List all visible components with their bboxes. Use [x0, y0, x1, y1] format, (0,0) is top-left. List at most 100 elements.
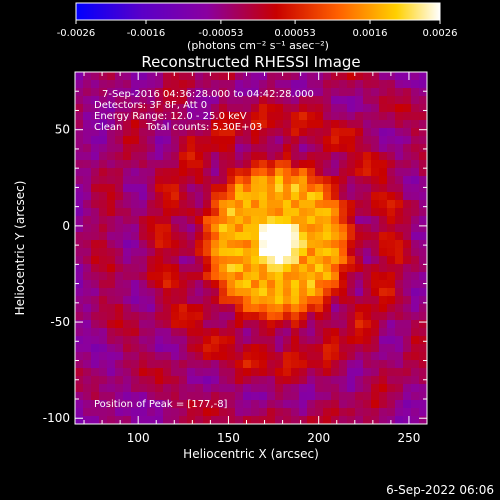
- heatmap-cell: [195, 184, 204, 193]
- heatmap-cell: [331, 216, 340, 225]
- heatmap-cell: [395, 128, 404, 137]
- heatmap-cell: [411, 256, 420, 265]
- heatmap-cell: [147, 280, 156, 289]
- heatmap-cell: [219, 392, 228, 401]
- heatmap-cell: [195, 144, 204, 153]
- heatmap-cell: [107, 72, 116, 81]
- heatmap-cell: [347, 120, 356, 129]
- heatmap-cell: [395, 192, 404, 201]
- heatmap-cell: [283, 408, 292, 417]
- heatmap-cell: [251, 136, 260, 145]
- heatmap-cell: [267, 376, 276, 385]
- heatmap-cell: [211, 88, 220, 97]
- heatmap-cell: [99, 176, 108, 185]
- heatmap-cell: [251, 352, 260, 361]
- heatmap-cell: [83, 312, 92, 321]
- heatmap-cell: [147, 312, 156, 321]
- heatmap-cell: [315, 408, 324, 417]
- heatmap-cell: [371, 216, 380, 225]
- heatmap-cell: [179, 336, 188, 345]
- heatmap-cell: [315, 360, 324, 369]
- heatmap-cell: [219, 384, 228, 393]
- heatmap-cell: [163, 200, 172, 209]
- heatmap-cell: [75, 368, 84, 377]
- heatmap-cell: [283, 88, 292, 97]
- heatmap-cell: [355, 352, 364, 361]
- heatmap-cell: [131, 264, 140, 273]
- heatmap-cell: [227, 232, 236, 241]
- heatmap-cell: [411, 376, 420, 385]
- heatmap-cell: [307, 352, 316, 361]
- heatmap-cell: [163, 128, 172, 137]
- heatmap-cell: [235, 384, 244, 393]
- heatmap-cell: [163, 312, 172, 321]
- heatmap-cell: [259, 248, 268, 257]
- heatmap-cell: [403, 392, 412, 401]
- heatmap-cell: [75, 408, 84, 417]
- heatmap-cell: [395, 296, 404, 305]
- heatmap-cell: [155, 96, 164, 105]
- x-tick-label: 250: [397, 431, 420, 445]
- heatmap-cell: [171, 352, 180, 361]
- heatmap-cell: [171, 296, 180, 305]
- heatmap-cell: [419, 128, 427, 137]
- heatmap-cell: [211, 248, 220, 257]
- heatmap-cell: [275, 128, 284, 137]
- heatmap-cell: [123, 72, 132, 81]
- heatmap-cell: [219, 344, 228, 353]
- heatmap-cell: [291, 104, 300, 113]
- heatmap-cell: [179, 296, 188, 305]
- heatmap-cell: [179, 176, 188, 185]
- heatmap-cell: [371, 240, 380, 249]
- heatmap-cell: [243, 264, 252, 273]
- heatmap-cell: [155, 376, 164, 385]
- heatmap-cell: [115, 240, 124, 249]
- heatmap-cell: [339, 216, 348, 225]
- heatmap-cell: [219, 160, 228, 169]
- heatmap-cell: [283, 168, 292, 177]
- heatmap-cell: [83, 360, 92, 369]
- heatmap-cell: [267, 184, 276, 193]
- heatmap-cell: [227, 104, 236, 113]
- heatmap-cell: [107, 216, 116, 225]
- heatmap-cell: [347, 240, 356, 249]
- heatmap-cell: [163, 208, 172, 217]
- heatmap-cell: [171, 392, 180, 401]
- heatmap-cell: [379, 264, 388, 273]
- heatmap-cell: [419, 384, 427, 393]
- heatmap-cell: [155, 120, 164, 129]
- heatmap-cell: [267, 136, 276, 145]
- heatmap-cell: [387, 160, 396, 169]
- heatmap-cell: [403, 136, 412, 145]
- heatmap-cell: [371, 296, 380, 305]
- heatmap-cell: [347, 160, 356, 169]
- heatmap-cell: [371, 136, 380, 145]
- heatmap-cell: [211, 256, 220, 265]
- heatmap-cell: [307, 128, 316, 137]
- heatmap-cell: [363, 112, 372, 121]
- heatmap-cell: [251, 368, 260, 377]
- heatmap-cell: [131, 160, 140, 169]
- heatmap-cell: [123, 128, 132, 137]
- heatmap-cell: [419, 144, 427, 153]
- heatmap-cell: [211, 216, 220, 225]
- heatmap-cell: [363, 304, 372, 313]
- heatmap-cell: [251, 168, 260, 177]
- heatmap-cell: [299, 128, 308, 137]
- heatmap-cell: [307, 232, 316, 241]
- heatmap-cell: [219, 96, 228, 105]
- heatmap-cell: [411, 264, 420, 273]
- heatmap-cell: [387, 408, 396, 417]
- heatmap-cell: [411, 312, 420, 321]
- heatmap-cell: [299, 384, 308, 393]
- heatmap-cell: [315, 128, 324, 137]
- heatmap-cell: [411, 224, 420, 233]
- heatmap-cell: [283, 200, 292, 209]
- heatmap-cell: [203, 176, 212, 185]
- heatmap-cell: [419, 176, 427, 185]
- heatmap-cell: [267, 216, 276, 225]
- heatmap-cell: [307, 112, 316, 121]
- heatmap-cell: [227, 352, 236, 361]
- heatmap-cell: [115, 88, 124, 97]
- heatmap-cell: [291, 240, 300, 249]
